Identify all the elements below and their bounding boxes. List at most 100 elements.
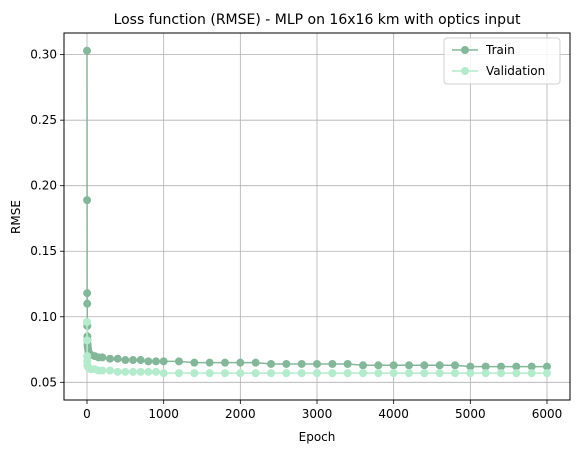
y-axis-label: RMSE [9,200,23,234]
data-point [543,362,551,371]
data-point [527,362,536,371]
data-point [205,358,214,367]
data-point [512,369,521,378]
data-point [83,336,92,345]
data-point [405,361,413,370]
data-point [420,369,429,378]
y-tick-label: 0.10 [30,310,57,324]
data-point [328,359,337,368]
x-tick-label: 0 [83,407,91,421]
data-point [113,354,122,363]
y-tick-label: 0.20 [30,179,57,193]
data-point [267,359,275,368]
data-point [267,369,275,378]
data-point [374,361,383,370]
data-point [221,369,229,378]
data-point [389,369,398,378]
data-point [136,367,145,376]
data-point [497,369,505,378]
data-point [328,369,337,378]
data-point [359,361,367,370]
data-point [297,369,306,378]
data-point [205,369,214,378]
data-point [374,369,383,378]
data-point [190,358,199,367]
data-point [152,357,160,366]
x-tick-label: 6000 [532,407,563,421]
data-point [251,369,260,378]
data-point [190,369,199,378]
data-point [175,369,183,378]
data-point [451,361,459,370]
data-point [389,361,398,370]
data-point [251,358,260,367]
data-point [159,369,168,378]
y-tick-label: 0.15 [30,244,57,258]
data-point [106,366,114,375]
data-point [481,362,490,371]
legend-label: Train [485,43,515,57]
data-point [343,369,352,378]
data-point [106,354,114,363]
data-point [282,369,291,378]
data-point [129,367,137,376]
legend: Train Validation [443,37,561,85]
legend-label: Validation [486,64,545,78]
data-point [297,359,306,368]
data-point [497,362,505,371]
data-point [113,367,122,376]
data-point [83,289,92,298]
data-point [359,369,367,378]
data-point [420,361,429,370]
data-point [221,358,229,367]
data-point [98,366,107,375]
y-tick-label: 0.30 [30,48,57,62]
x-tick-label: 4000 [378,407,409,421]
data-point [152,367,160,376]
legend-marker [461,67,469,75]
data-point [98,353,107,362]
legend-entry: Validation [452,64,545,78]
chart-title: Loss function (RMSE) - MLP on 16x16 km w… [114,12,521,28]
data-point [527,369,536,378]
data-point [313,369,321,378]
data-point [129,356,137,365]
plot-series [83,46,551,378]
x-axis-ticks: 0 1000 2000 3000 4000 5000 6000 [83,400,562,421]
data-point [405,369,413,378]
data-point [343,359,352,368]
x-tick-label: 1000 [148,407,179,421]
data-point [121,356,130,365]
data-point [282,359,291,368]
data-point [144,357,153,366]
legend-marker [461,46,469,54]
data-point [435,361,444,370]
data-point [236,369,245,378]
x-axis-label: Epoch [299,430,336,444]
data-point [144,367,153,376]
data-point [451,369,459,378]
grid-lines [64,33,570,400]
data-point [466,369,475,378]
data-point [83,196,92,205]
x-tick-label: 2000 [225,407,256,421]
data-point [159,357,168,366]
data-point [83,46,91,55]
y-tick-label: 0.05 [30,375,57,389]
data-point [236,358,245,367]
data-point [313,359,321,368]
data-point [121,367,130,376]
data-point [481,369,490,378]
data-point [466,362,475,371]
data-point [175,357,183,366]
data-point [435,369,444,378]
data-point [83,299,92,308]
y-axis-ticks: 0.05 0.10 0.15 0.20 0.25 0.30 [30,48,64,389]
data-point [83,318,91,327]
data-point [543,369,551,378]
legend-entry: Train [452,43,515,57]
x-tick-label: 3000 [302,407,333,421]
series-validation [83,318,551,378]
data-point [512,362,521,371]
